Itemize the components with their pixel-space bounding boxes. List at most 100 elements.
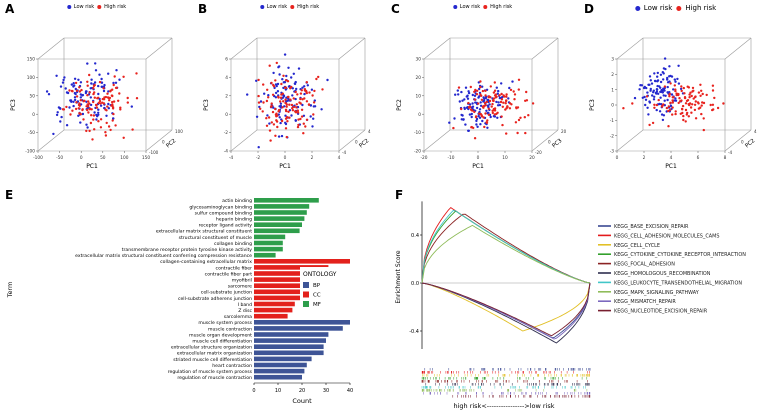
low-risk-label: Low risk <box>266 4 288 10</box>
low-risk-point <box>79 96 83 99</box>
low-risk-point <box>666 85 669 89</box>
low-risk-point <box>466 97 470 100</box>
low-risk-point <box>648 75 652 78</box>
high-risk-point <box>305 100 309 103</box>
high-risk-point <box>694 117 698 120</box>
go-bar <box>254 362 307 368</box>
high-risk-point <box>131 128 134 131</box>
high-risk-point <box>478 112 481 115</box>
high-risk-point <box>675 93 678 97</box>
tick-label: 20 <box>416 75 422 81</box>
high-risk-point <box>508 107 512 110</box>
panel-D: D Low risk High risk 3 2 1 0 -1 -2 -3 0 2 4 6 8 -4 0 4… <box>579 0 772 186</box>
low-risk-point <box>297 67 301 70</box>
tick-label: 10 <box>502 155 508 161</box>
high-risk-point <box>712 108 715 111</box>
gsea-legend-label: KEGG_FOCAL_ADHESION <box>614 262 675 268</box>
high-risk-point <box>479 93 482 96</box>
high-risk-point <box>111 94 114 98</box>
tick-label: -2 <box>224 130 229 136</box>
ontology-legend-title: ONTOLOGY <box>303 271 337 278</box>
low-risk-point <box>679 87 683 91</box>
high-risk-point <box>683 92 686 95</box>
high-risk-point <box>699 94 702 98</box>
low-risk-point <box>97 84 100 88</box>
tick-label: -10 <box>447 155 454 161</box>
low-risk-point <box>266 114 269 117</box>
low-risk-point <box>302 114 306 118</box>
high-risk-point <box>516 106 520 109</box>
low-risk-point <box>644 98 648 102</box>
panel-letter-E: E <box>5 188 14 202</box>
low-risk-point <box>456 89 459 92</box>
low-risk-point <box>72 100 75 104</box>
high-risk-point <box>295 106 298 109</box>
go-term-label: heparin binding <box>216 217 252 223</box>
low-risk-point <box>669 104 673 108</box>
low-risk-point <box>45 90 49 93</box>
high-risk-point <box>113 75 116 78</box>
high-risk-point <box>75 101 78 104</box>
high-risk-point <box>480 98 484 102</box>
high-risk-point <box>259 107 262 111</box>
tick-label: -0.4 <box>409 329 419 335</box>
go-bar <box>254 332 329 337</box>
go-term-label: extracellular matrix structural constitu… <box>156 229 253 235</box>
high-risk-point <box>107 125 111 128</box>
high-risk-point <box>500 98 504 101</box>
go-term-label: cell-substrate junction <box>201 290 252 296</box>
low-risk-point <box>107 72 110 75</box>
go-bar <box>254 234 286 240</box>
high-risk-point <box>291 107 294 110</box>
go-bar <box>254 240 283 246</box>
high-risk-point <box>105 109 108 112</box>
low-risk-point <box>461 99 464 102</box>
high-risk-point <box>702 101 706 105</box>
go-term-label: heart contraction <box>212 363 252 369</box>
low-risk-point <box>500 82 503 85</box>
high-risk-point <box>109 128 112 132</box>
high-risk-point <box>697 91 701 94</box>
low-risk-point <box>656 80 659 83</box>
high-risk-point <box>88 102 91 105</box>
low-risk-point <box>486 104 490 107</box>
high-risk-point <box>280 119 284 123</box>
low-risk-point <box>263 92 266 95</box>
low-risk-label: Low risk <box>459 4 481 10</box>
low-risk-point <box>677 64 680 67</box>
low-risk-point <box>107 107 111 110</box>
y-axis-label: PC3 <box>589 99 596 111</box>
low-risk-point <box>313 99 316 102</box>
low-risk-point <box>96 115 99 118</box>
low-risk-point <box>475 106 479 110</box>
high-risk-point <box>690 94 693 98</box>
go-term-label: regulation of muscle contraction <box>177 375 252 381</box>
high-risk-label: High risk <box>685 4 717 12</box>
high-risk-point <box>77 107 81 110</box>
low-risk-point <box>311 125 314 128</box>
high-risk-point <box>686 85 689 88</box>
tick-label: -20 <box>535 150 542 155</box>
gsea-curve <box>421 282 591 344</box>
low-risk-point <box>478 116 482 120</box>
high-risk-point <box>297 118 300 121</box>
go-term-label: contractile fiber <box>216 265 253 271</box>
risk-legend: Low risk High risk <box>634 4 717 12</box>
high-risk-point <box>266 88 269 92</box>
high-risk-point <box>285 116 289 119</box>
high-risk-point <box>667 109 670 113</box>
low-risk-point <box>284 114 287 117</box>
high-risk-point <box>311 94 314 97</box>
high-risk-point <box>317 75 320 79</box>
high-risk-point <box>700 112 703 116</box>
high-risk-point <box>99 118 103 121</box>
high-risk-point <box>693 108 697 112</box>
term-axis-label: Term <box>6 282 14 299</box>
high-risk-point <box>284 79 288 82</box>
risk-legend: Low risk High risk <box>259 4 319 10</box>
high-risk-point <box>473 98 477 101</box>
high-risk-point <box>471 109 474 112</box>
low-risk-point <box>290 76 293 79</box>
high-risk-point <box>307 103 311 107</box>
high-risk-point <box>88 73 91 77</box>
